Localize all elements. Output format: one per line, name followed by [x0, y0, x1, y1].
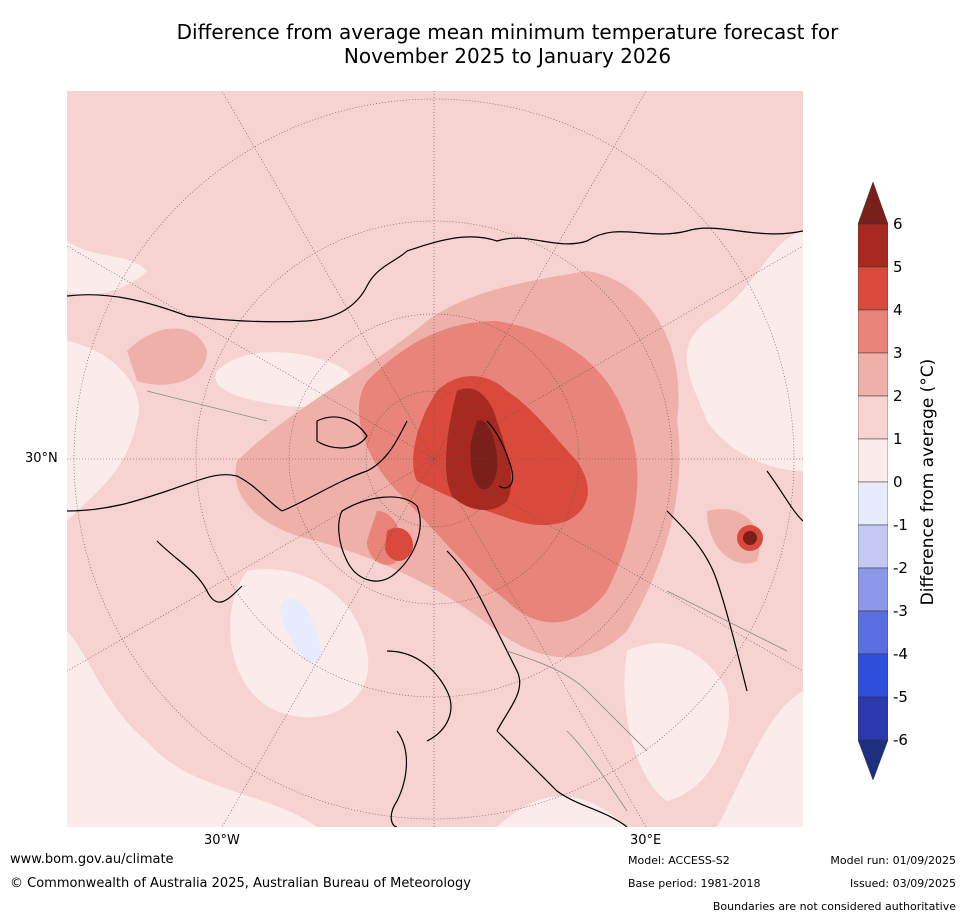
colorbar-under-arrow	[858, 739, 888, 781]
colorbar-bin	[858, 438, 888, 483]
anomaly-0-1-patch	[215, 352, 353, 407]
colorbar-tick-label: 3	[893, 344, 903, 362]
title-line-1: Difference from average mean minimum tem…	[176, 20, 839, 44]
anomaly-4-5-patch	[385, 527, 413, 561]
footer-model: Model: ACCESS-S2	[628, 854, 730, 867]
colorbar-tick-label: 1	[893, 430, 903, 448]
colorbar-bin	[858, 266, 888, 311]
anomaly-hotspot-east-asia-core	[743, 531, 757, 545]
colorbar-tick-label: 2	[893, 387, 903, 405]
colorbar-tick-label: -5	[893, 688, 908, 706]
colorbar-tick-label: -3	[893, 602, 908, 620]
colorbar-bin	[858, 352, 888, 397]
colorbar-bin	[858, 524, 888, 569]
lon-label-30e: 30°E	[630, 833, 662, 848]
colorbar-bin	[858, 696, 888, 741]
footer-disclaimer: Boundaries are not considered authoritat…	[712, 900, 956, 913]
colorbar-tick-label: -1	[893, 516, 908, 534]
anomaly-4-5-patch	[527, 469, 582, 506]
anomaly-0-1-patch	[624, 643, 729, 801]
colorbar-bin	[858, 610, 888, 655]
footer-issued: Issued: 03/09/2025	[849, 877, 956, 890]
colorbar-tick-label: -6	[893, 731, 908, 749]
lon-label-30w: 30°W	[204, 833, 240, 848]
colorbar-bin	[858, 395, 888, 440]
chart-title: Difference from average mean minimum tem…	[0, 20, 965, 68]
footer-base-period: Base period: 1981-2018	[628, 877, 761, 890]
colorbar-tick-label: 4	[893, 301, 903, 319]
polar-map	[67, 91, 803, 827]
borders	[146, 390, 788, 812]
greenland-coast	[338, 496, 421, 582]
footer-url[interactable]: www.bom.gov.au/climate	[10, 852, 174, 867]
colorbar	[858, 181, 888, 781]
colorbar-tick-label: -2	[893, 559, 908, 577]
colorbar-tick-label: 6	[893, 215, 903, 233]
colorbar-bin	[858, 567, 888, 612]
colorbar-bin	[858, 309, 888, 354]
colorbar-tick-label: 0	[893, 473, 903, 491]
title-line-2: November 2025 to January 2026	[343, 44, 672, 68]
colorbar-bin	[858, 653, 888, 698]
colorbar-tick-label: 5	[893, 258, 903, 276]
coastlines	[67, 227, 803, 827]
anomaly-minus1-0-region	[280, 598, 321, 663]
colorbar-tick-label: -4	[893, 645, 908, 663]
graticule	[67, 91, 803, 827]
anomaly-over-6-region	[470, 420, 498, 490]
anomaly-2-3-patch	[127, 328, 207, 385]
anomaly-0-1-patch	[67, 241, 147, 295]
colorbar-bin	[858, 223, 888, 268]
lat-label-30n: 30°N	[25, 451, 58, 466]
colorbar-over-arrow	[858, 181, 888, 225]
colorbar-bin	[858, 481, 888, 526]
footer-copyright: © Commonwealth of Australia 2025, Austra…	[10, 876, 471, 891]
footer-model-run: Model run: 01/09/2025	[830, 854, 956, 867]
colorbar-label: Difference from average (°C)	[918, 358, 938, 606]
